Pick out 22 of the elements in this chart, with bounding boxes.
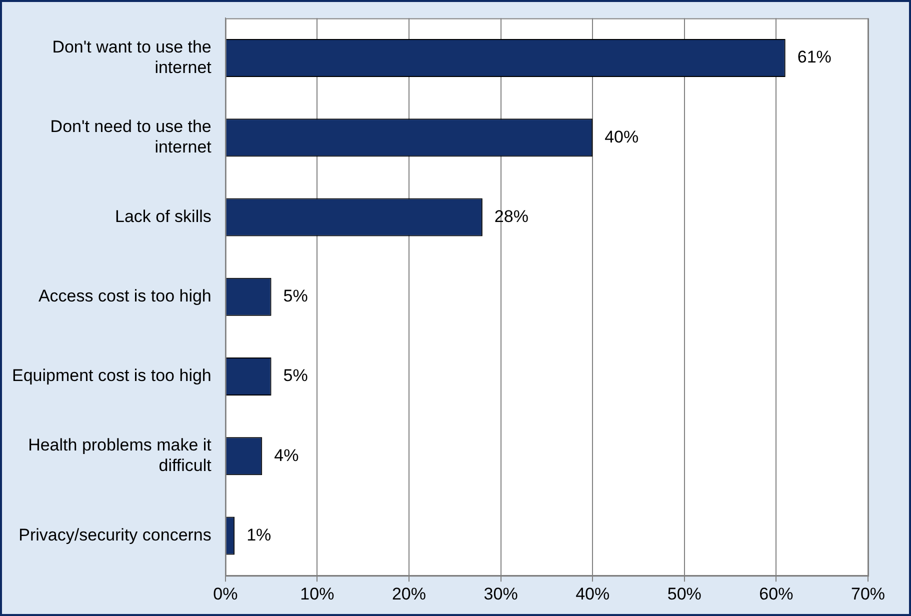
x-tick-label: 0%	[213, 584, 238, 604]
y-tick-label: Health problems make it difficult	[28, 436, 212, 476]
data-label: 5%	[283, 286, 308, 306]
x-tick-label: 70%	[850, 584, 886, 604]
data-label: 1%	[246, 525, 272, 544]
data-label: 5%	[283, 366, 308, 386]
x-tick-label: 30%	[484, 584, 518, 604]
data-label: 61%	[797, 48, 832, 67]
x-tick-label: 60%	[759, 584, 794, 604]
data-label: 4%	[274, 446, 299, 465]
x-tick-label: 10%	[300, 584, 334, 604]
y-tick-label: Access cost is too high	[38, 286, 212, 306]
x-tick-label: 50%	[667, 584, 702, 604]
y-tick-label: Don't want to use the internet	[52, 38, 212, 77]
x-tick-label: 20%	[392, 584, 426, 604]
data-label: 40%	[604, 127, 639, 146]
x-tick-label: 40%	[576, 584, 610, 604]
y-tick-label: Don't need to use the internet	[50, 117, 212, 157]
y-tick-label: Privacy/security concerns	[18, 525, 212, 544]
y-tick-label: Equipment cost is too high	[12, 366, 212, 386]
data-label: 28%	[494, 206, 528, 226]
y-tick-label: Lack of skills	[115, 206, 212, 226]
